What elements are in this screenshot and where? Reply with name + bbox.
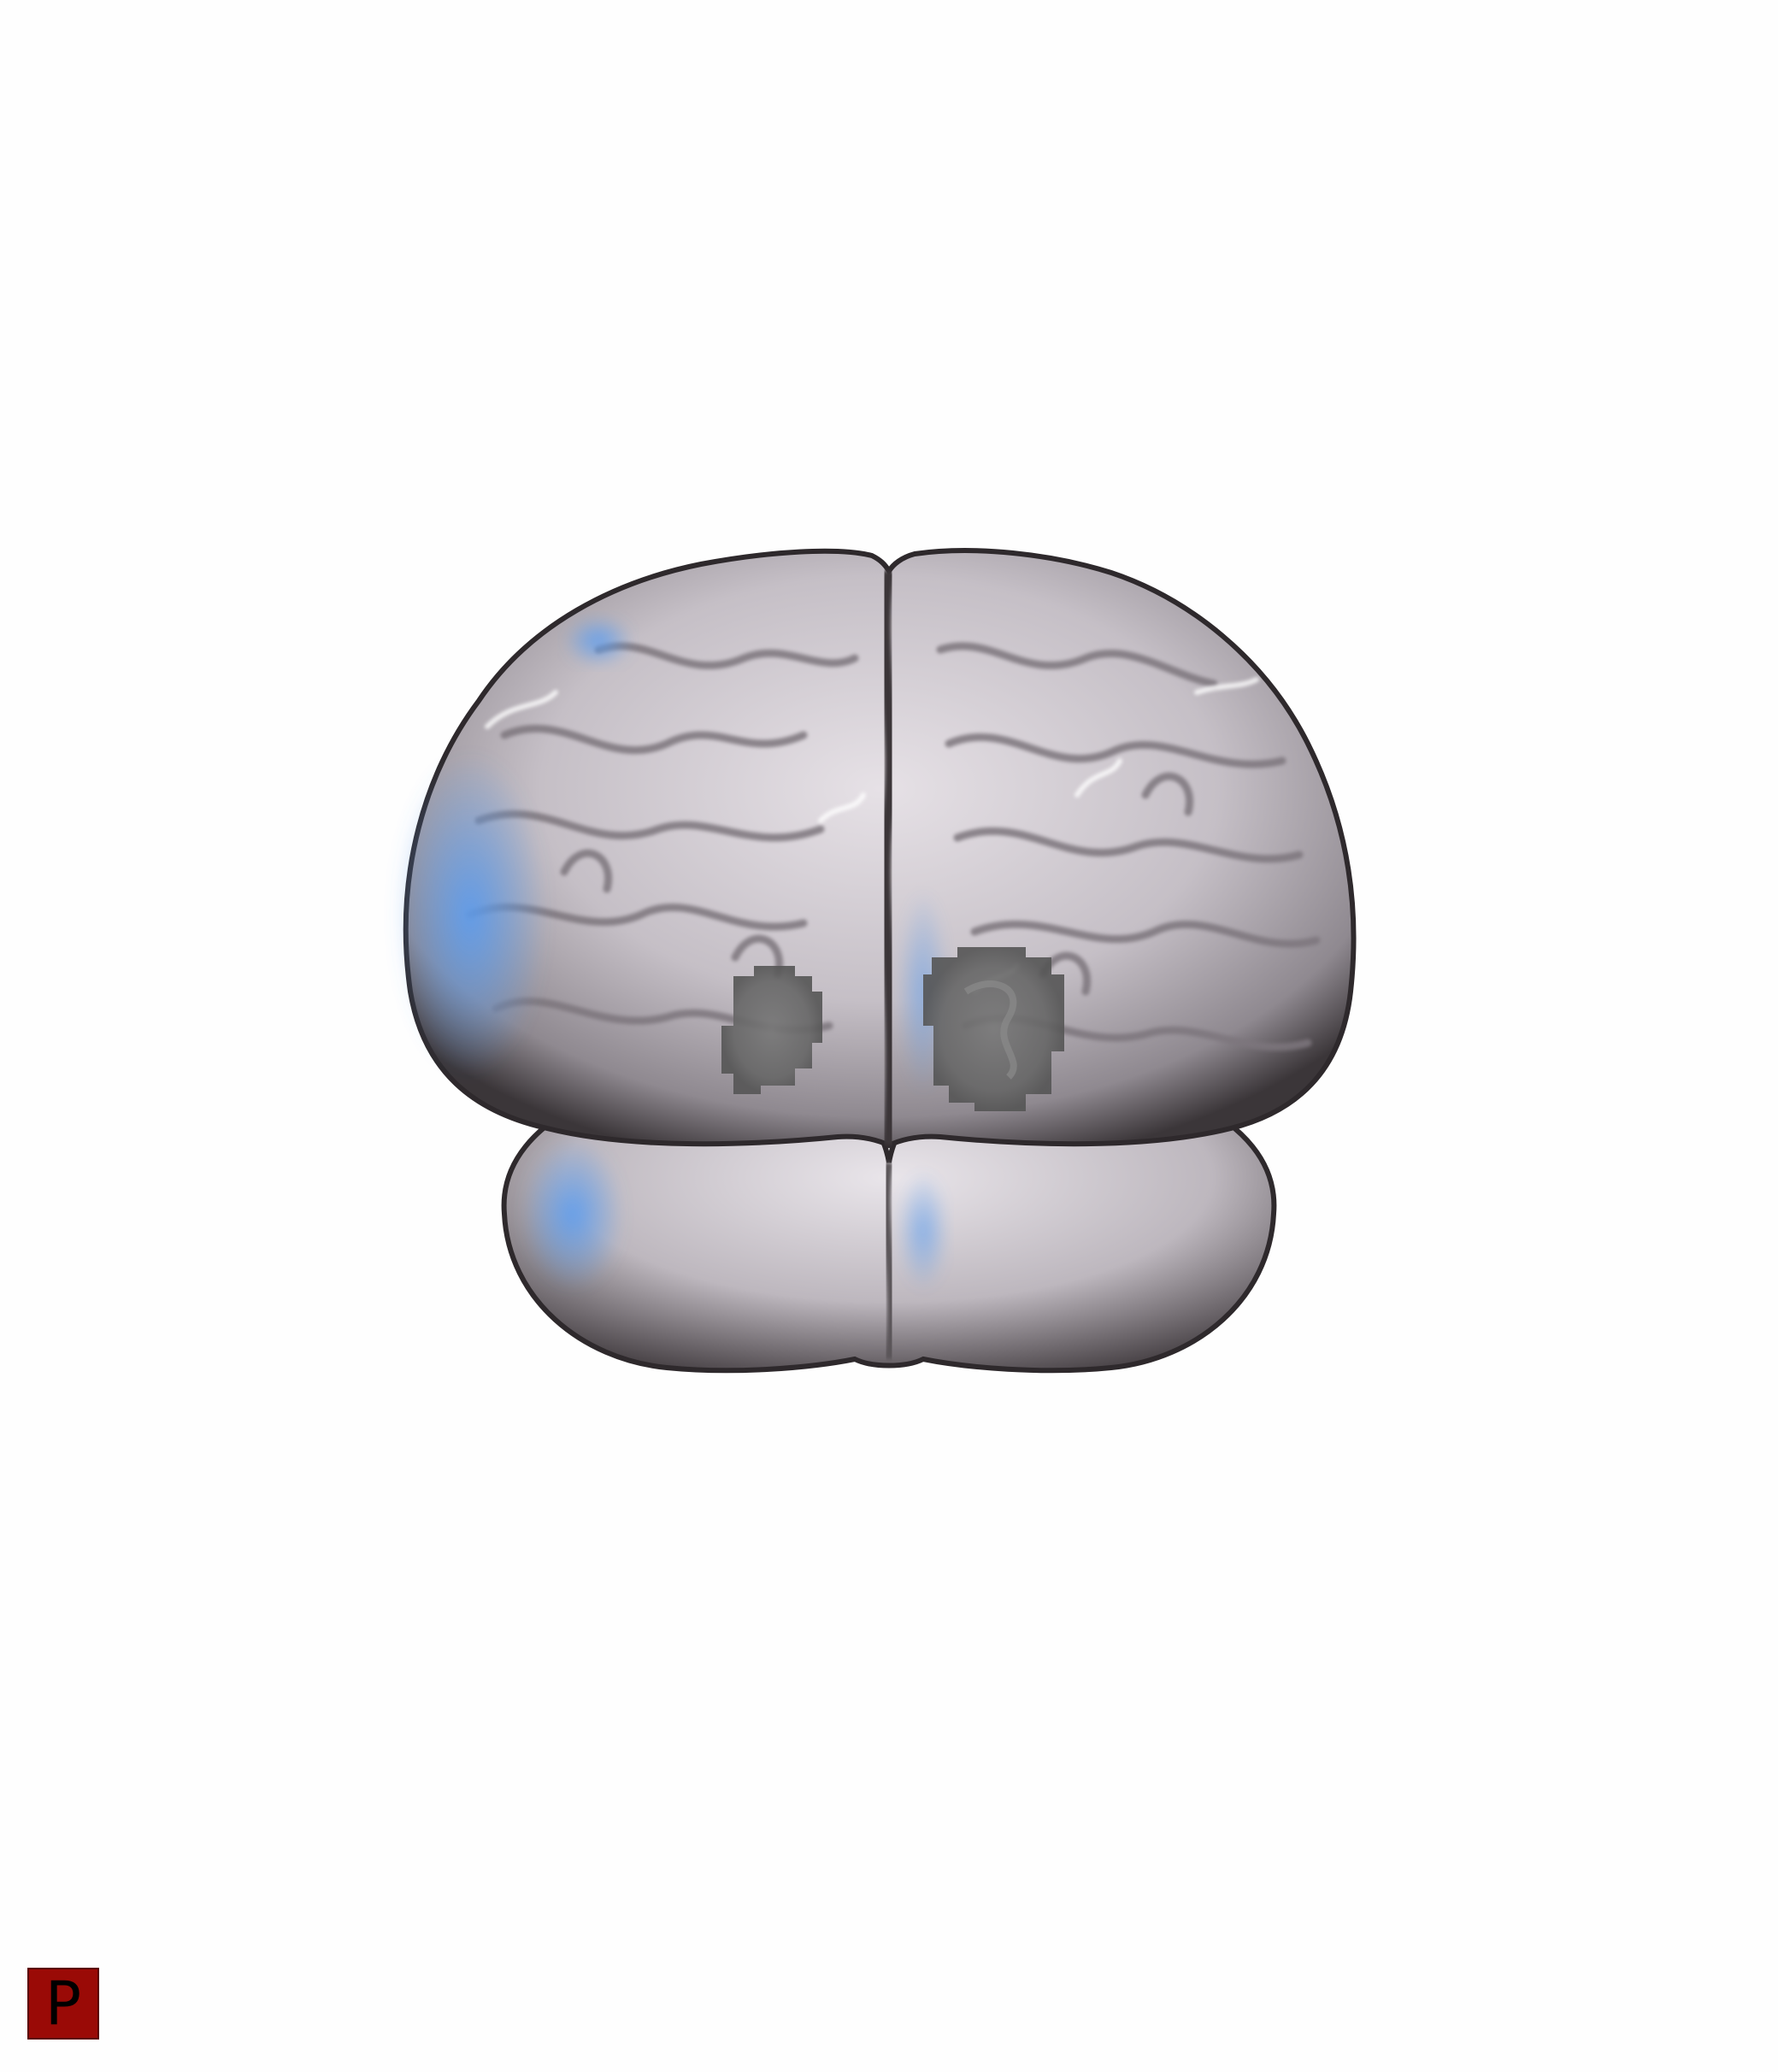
- cerebellum: [501, 1071, 1277, 1374]
- orientation-marker: P: [27, 1968, 99, 2040]
- roi-right: [923, 947, 1064, 1111]
- brain-volume-render[interactable]: [376, 513, 1402, 1556]
- roi-left: [721, 966, 822, 1094]
- brain-render-svg: [393, 548, 1357, 1374]
- cerebrum: [393, 548, 1357, 1149]
